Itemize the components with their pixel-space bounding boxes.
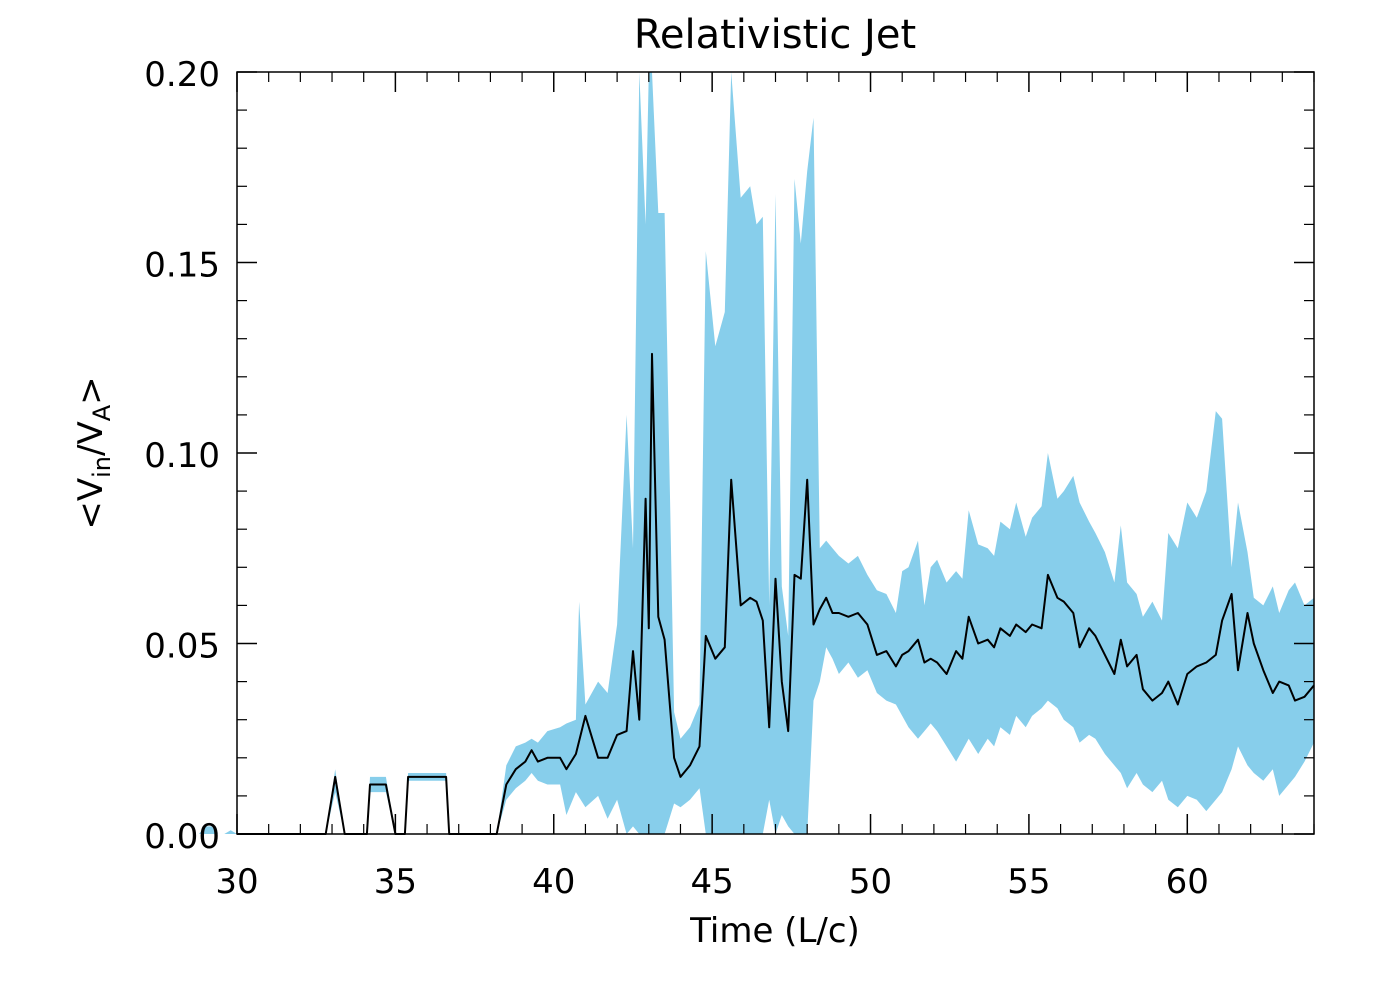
y-axis-label: <Vin/VA>: [71, 376, 116, 529]
labels-layer: Relativistic Jet Time (L/c) <Vin/VA>: [71, 12, 916, 951]
y-axis-label-group: <Vin/VA>: [71, 376, 116, 529]
y-tick-label: 0.15: [144, 246, 220, 286]
mean-line: [237, 352, 1315, 835]
y-tick-label: 0.20: [144, 55, 220, 95]
ticks-layer: 30 35 40 45 50 55 60 0.00 0.05 0.10 0.15 0.20: [144, 55, 1315, 902]
x-tick-label: 45: [691, 862, 734, 902]
chart-title: Relativistic Jet: [634, 12, 916, 58]
uncertainty-band-layer: [173, 72, 1315, 834]
x-tick-label: 50: [849, 862, 892, 902]
x-tick-label: 60: [1166, 862, 1209, 902]
y-tick-label: 0.00: [144, 817, 220, 857]
x-tick-label: 55: [1007, 862, 1050, 902]
x-tick-label: 40: [532, 862, 575, 902]
y-tick-label: 0.10: [144, 436, 220, 476]
x-axis-label: Time (L/c): [689, 911, 860, 951]
x-tick-label: 30: [215, 862, 258, 902]
y-tick-label: 0.05: [144, 627, 220, 667]
uncertainty-band: [173, 72, 1315, 834]
x-tick-label: 35: [374, 862, 417, 902]
mean-line-layer: [237, 352, 1315, 835]
